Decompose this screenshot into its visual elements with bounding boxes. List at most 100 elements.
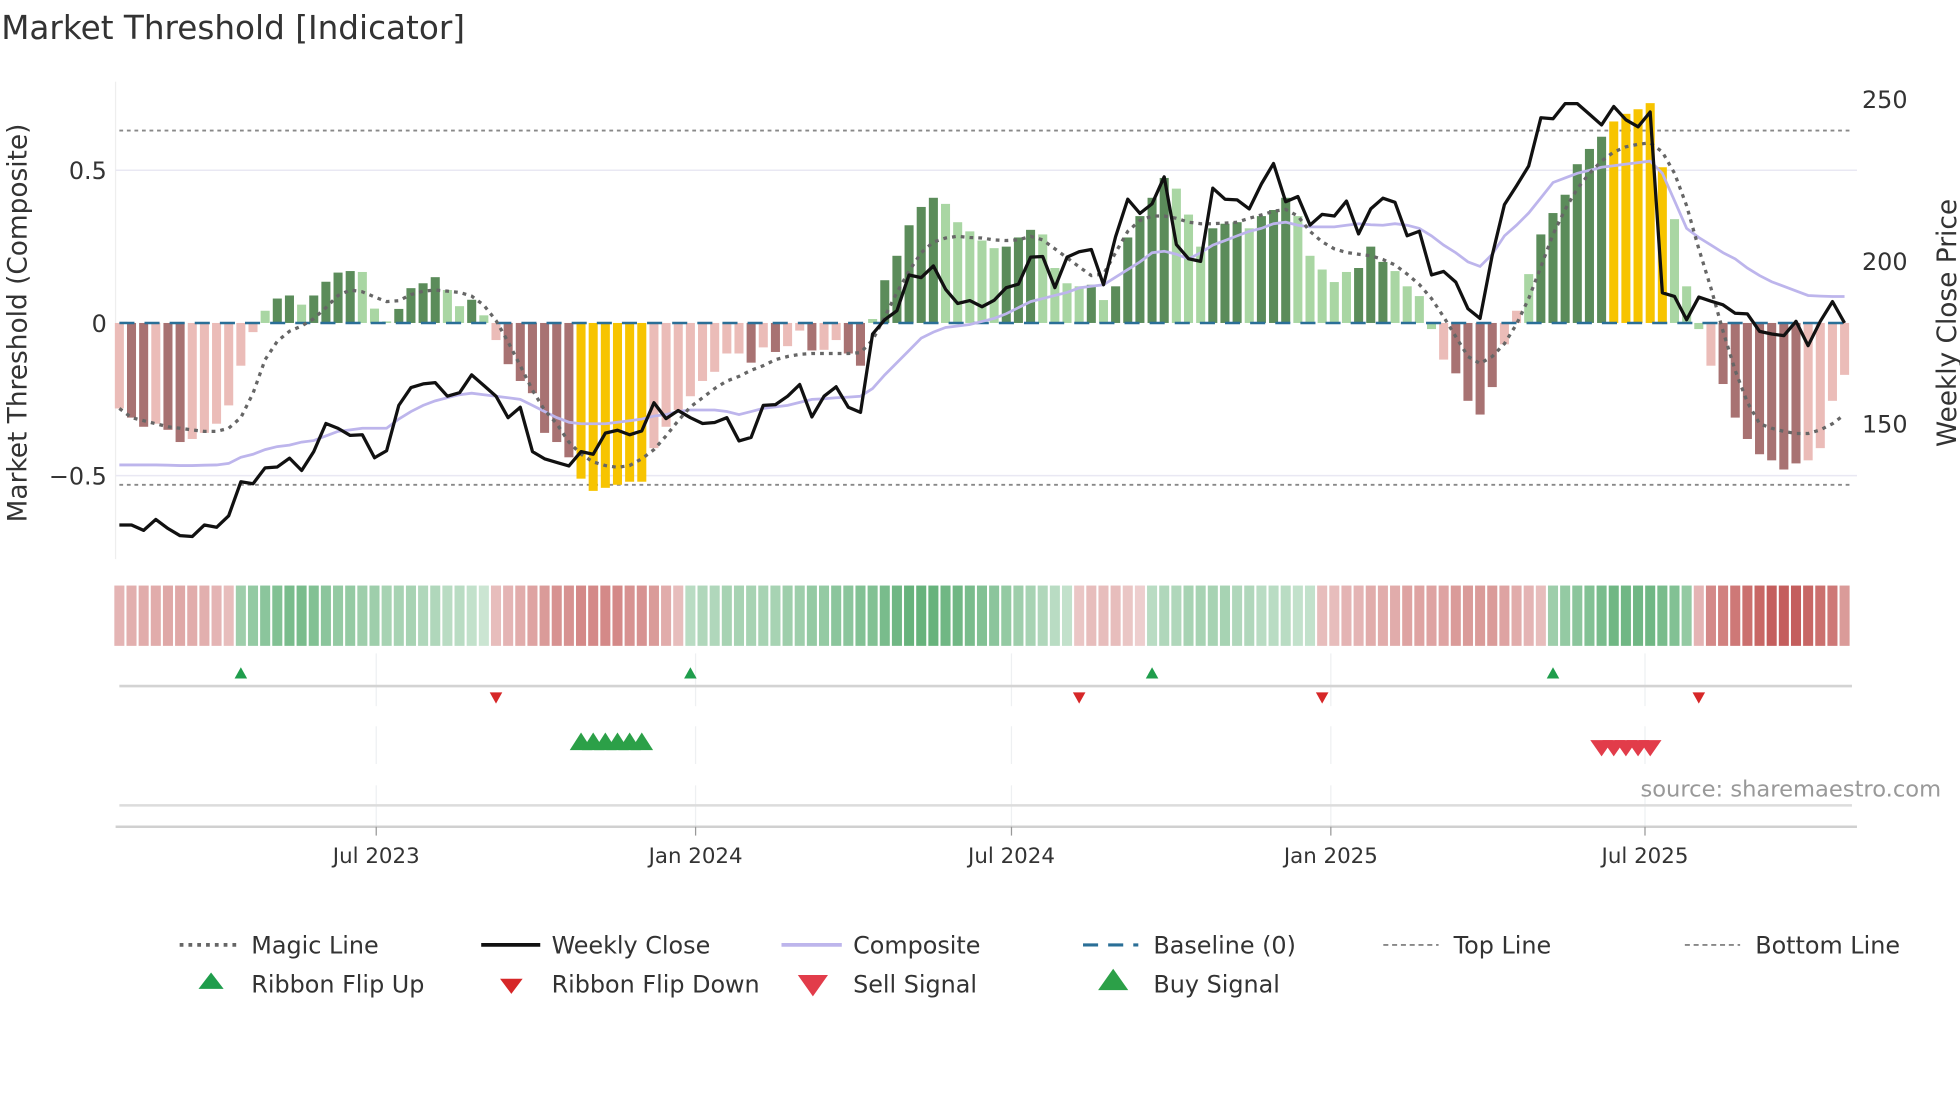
histogram-bar [698, 322, 708, 381]
histogram-bar [1414, 296, 1424, 323]
histogram-bar [880, 280, 890, 323]
ribbon-cell [223, 585, 234, 646]
ribbon-cell [1535, 585, 1546, 646]
histogram-bar [819, 322, 829, 350]
ribbon-cell [1001, 585, 1012, 646]
ribbon-cell [235, 585, 246, 646]
ribbon-cell [1669, 585, 1680, 646]
histogram-bar [406, 288, 416, 323]
ribbon-cell [1572, 585, 1583, 646]
legend-item-top-line[interactable]: Top Line [1383, 932, 1551, 960]
histogram-bar [1451, 322, 1461, 374]
ribbon-cell [1754, 585, 1765, 646]
ribbon-cell [150, 585, 161, 646]
histogram-bar [722, 322, 732, 354]
histogram-bar [455, 306, 465, 323]
right-tick-label: 250 [1862, 86, 1908, 114]
ribbon-cell [114, 585, 125, 646]
legend-label: Baseline (0) [1153, 932, 1296, 960]
histogram-bar [224, 322, 234, 406]
ribbon-cell [904, 585, 915, 646]
legend-item-composite[interactable]: Composite [781, 932, 980, 960]
ribbon-flip-up-marker [684, 667, 697, 679]
legend-label: Buy Signal [1153, 971, 1280, 999]
legend-item-ribbon-flip-up[interactable]: Ribbon Flip Up [198, 971, 425, 999]
ribbon-cell [1244, 585, 1255, 646]
ribbon-cell [1693, 585, 1704, 646]
ribbon-cell [515, 585, 526, 646]
histogram-bar [941, 203, 951, 323]
histogram-bar [187, 322, 197, 439]
ribbon-cell [1341, 585, 1352, 646]
ribbon-cell [819, 585, 830, 646]
ribbon-cell [418, 585, 429, 646]
histogram-bar [770, 322, 780, 352]
legend-item-sell-signal[interactable]: Sell Signal [797, 971, 977, 999]
histogram-bar [1499, 322, 1509, 345]
histogram-bar [612, 322, 623, 485]
histogram-bar [394, 308, 404, 323]
histogram-bar [345, 271, 355, 323]
ribbon-cell [1086, 585, 1097, 646]
histogram-bar [1269, 209, 1279, 323]
ribbon-cell [247, 585, 259, 646]
histogram-bar [248, 322, 258, 333]
magic-line [118, 141, 1846, 469]
ribbon-cell [563, 585, 574, 646]
ribbon-cell [551, 585, 562, 646]
legend-label: Top Line [1453, 932, 1552, 960]
ribbon-flip-up-marker [1546, 667, 1560, 679]
ribbon-cell [272, 585, 283, 646]
ribbon-flip-down-marker [489, 692, 503, 704]
histogram-bar [1232, 222, 1242, 323]
legend-item-buy-signal[interactable]: Buy Signal [1098, 968, 1280, 999]
histogram-bar [685, 322, 695, 397]
ribbon-cell [1705, 585, 1716, 646]
source-watermark: source: sharemaestro.com [1640, 777, 1941, 803]
legend-label: Ribbon Flip Up [251, 971, 424, 999]
ribbon-cell [1256, 585, 1267, 646]
ribbon-cell [600, 585, 611, 646]
histogram-bar [1038, 234, 1048, 323]
histogram-bar [1572, 164, 1582, 323]
histogram-bar [928, 197, 938, 323]
ribbon-flip-up-marker [234, 667, 248, 679]
left-tick-label: −0.5 [49, 462, 107, 490]
ribbon-cell [1438, 585, 1449, 646]
histogram-bar [1633, 109, 1643, 323]
histogram-bar [1098, 300, 1108, 323]
legend-item-baseline[interactable]: Baseline (0) [1083, 932, 1296, 960]
histogram-bar [916, 206, 926, 323]
histogram-bar [746, 322, 756, 363]
histogram-bar [1062, 283, 1072, 323]
ribbon-cell [1110, 585, 1121, 646]
histogram-bar [1171, 188, 1181, 323]
histogram-bar [1439, 322, 1449, 360]
histogram-bar [1196, 246, 1206, 323]
ribbon-cell [648, 585, 659, 646]
legend-item-ribbon-flip-down[interactable]: Ribbon Flip Down [500, 971, 760, 999]
ribbon-cell [1645, 585, 1656, 646]
ribbon-cell [1147, 585, 1158, 646]
legend-item-magic-line[interactable]: Magic Line [179, 932, 379, 960]
legend-label: Composite [853, 932, 980, 960]
ribbon-cell [1207, 585, 1218, 646]
ribbon-cell [308, 585, 319, 646]
ribbon-cell [794, 585, 805, 646]
triangle-down-icon [797, 975, 828, 997]
histogram-bar [1354, 268, 1364, 323]
histogram-bar [710, 322, 720, 372]
legend-item-bottom-line[interactable]: Bottom Line [1684, 932, 1900, 960]
histogram-bar [1512, 310, 1522, 323]
ribbon-cell [1523, 585, 1534, 646]
histogram-bar [1779, 322, 1789, 470]
histogram-bar [260, 310, 270, 323]
legend-item-weekly-close[interactable]: Weekly Close [481, 932, 710, 960]
ribbon-flip-down-marker [1315, 692, 1329, 704]
ribbon-cell [345, 585, 356, 646]
ribbon-cell [588, 585, 599, 646]
ribbon-cell [1730, 585, 1741, 646]
signal-panel [375, 726, 1662, 764]
ribbon-flip-down-marker [1072, 692, 1086, 704]
triangle-down-icon [500, 978, 523, 994]
